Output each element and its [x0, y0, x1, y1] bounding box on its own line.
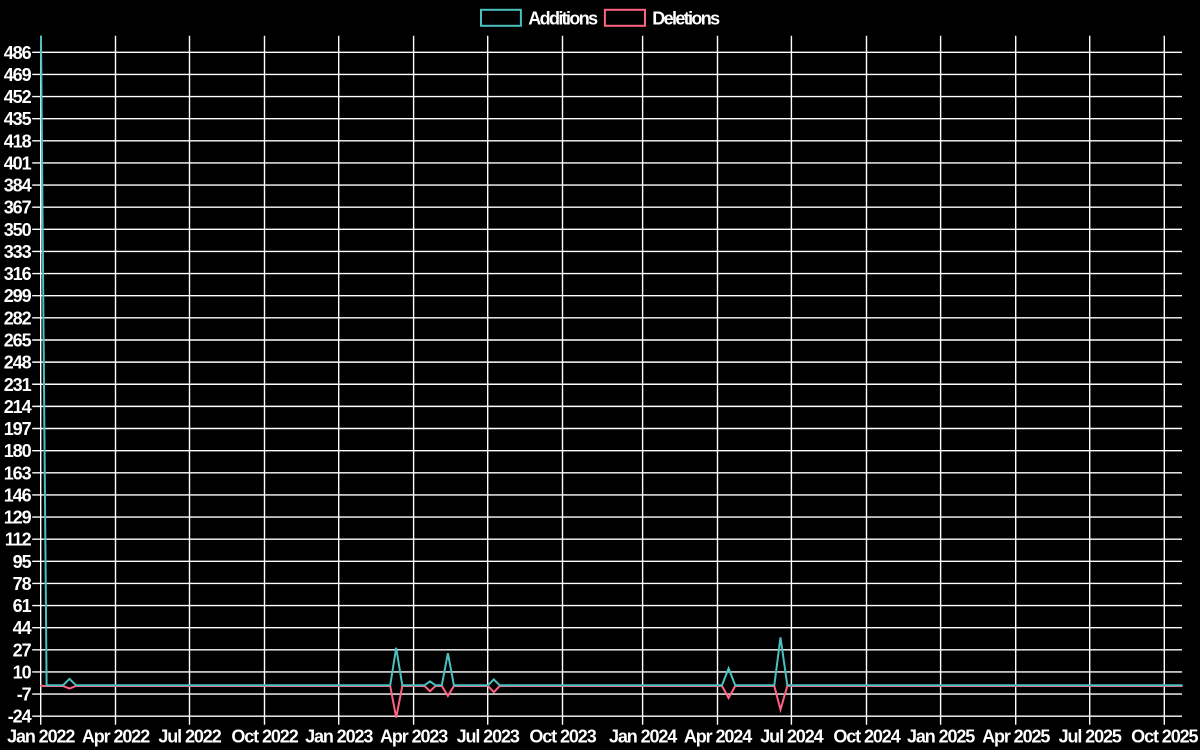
svg-text:Jul 2025: Jul 2025: [1059, 727, 1122, 747]
svg-text:265: 265: [4, 330, 32, 350]
svg-text:95: 95: [13, 552, 32, 572]
svg-text:27: 27: [13, 640, 32, 660]
svg-text:Additions: Additions: [528, 8, 598, 28]
svg-text:Oct 2023: Oct 2023: [529, 727, 596, 747]
svg-text:Oct 2024: Oct 2024: [833, 727, 900, 747]
svg-text:214: 214: [4, 397, 32, 417]
svg-text:146: 146: [4, 485, 32, 505]
svg-text:Jul 2022: Jul 2022: [158, 727, 221, 747]
svg-text:Apr 2024: Apr 2024: [684, 727, 752, 747]
svg-text:197: 197: [4, 419, 32, 439]
svg-text:350: 350: [4, 220, 32, 240]
svg-text:-24: -24: [8, 707, 32, 727]
svg-text:Apr 2025: Apr 2025: [982, 727, 1050, 747]
svg-text:61: 61: [13, 596, 32, 616]
svg-text:435: 435: [4, 109, 32, 129]
svg-text:Jul 2023: Jul 2023: [457, 727, 520, 747]
svg-text:Jan 2022: Jan 2022: [7, 727, 75, 747]
svg-text:299: 299: [4, 286, 32, 306]
svg-text:Jan 2025: Jan 2025: [907, 727, 975, 747]
svg-text:316: 316: [4, 264, 32, 284]
svg-text:129: 129: [4, 508, 32, 528]
svg-text:486: 486: [4, 43, 32, 63]
svg-text:Oct 2025: Oct 2025: [1131, 727, 1198, 747]
svg-text:282: 282: [4, 308, 32, 328]
svg-text:Jan 2023: Jan 2023: [305, 727, 373, 747]
svg-text:44: 44: [13, 618, 32, 638]
svg-text:Deletions: Deletions: [652, 8, 720, 28]
svg-text:Apr 2022: Apr 2022: [82, 727, 150, 747]
svg-text:469: 469: [4, 65, 32, 85]
svg-text:333: 333: [4, 242, 32, 262]
svg-text:112: 112: [5, 530, 32, 550]
svg-text:78: 78: [13, 574, 32, 594]
svg-text:-7: -7: [17, 685, 32, 705]
svg-text:Oct 2022: Oct 2022: [231, 727, 298, 747]
svg-text:418: 418: [4, 131, 32, 151]
svg-text:384: 384: [4, 176, 32, 196]
svg-text:367: 367: [4, 198, 32, 218]
svg-text:Apr 2023: Apr 2023: [380, 727, 448, 747]
svg-text:248: 248: [4, 353, 32, 373]
svg-text:10: 10: [13, 662, 32, 682]
svg-text:231: 231: [4, 375, 32, 395]
svg-text:452: 452: [4, 87, 32, 107]
svg-text:180: 180: [4, 441, 32, 461]
svg-text:401: 401: [4, 153, 32, 173]
svg-text:Jul 2024: Jul 2024: [760, 727, 823, 747]
svg-text:163: 163: [4, 463, 32, 483]
svg-text:Jan 2024: Jan 2024: [609, 727, 677, 747]
